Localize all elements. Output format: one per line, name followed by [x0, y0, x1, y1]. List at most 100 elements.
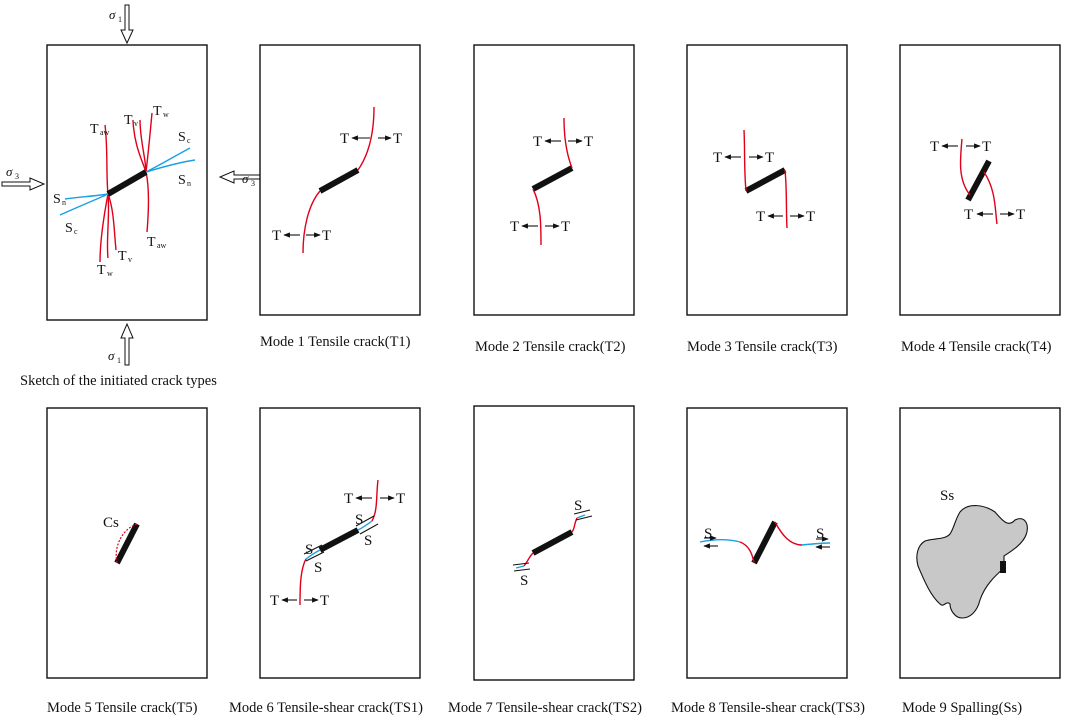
mode-8-shear-left: [699, 539, 741, 543]
crack-sn-left: [64, 193, 109, 200]
sigma3-left-arrow: [1, 177, 46, 191]
sub-sc-right: c: [187, 136, 191, 145]
mode-6-shear-lower: [305, 549, 321, 560]
mode-2-T: T: [561, 219, 570, 235]
sub-sn-left: n: [62, 198, 66, 207]
mode-4-flaw: [965, 159, 992, 202]
mode-3-flaw: [744, 167, 787, 194]
mode-6-T: T: [320, 593, 329, 609]
crack-sc-right: [145, 147, 191, 173]
mode-2-crack-lower: [532, 188, 542, 246]
mode-4-T: T: [1016, 207, 1025, 223]
mode-6-T: T: [270, 593, 279, 609]
sigma1-top-arrow: [120, 4, 134, 45]
sigma1-bottom-label: σ: [108, 348, 115, 363]
mode-2-panel: T T T T Mode 2 Tensile crack(T2): [473, 44, 635, 355]
sketch-crack-labels: T aw T v T w S c S n S n S c T aw T v T …: [53, 104, 191, 278]
sigma1-top-sub: 1: [118, 15, 122, 24]
mode-4-panel: T T T T Mode 4 Tensile crack(T4): [899, 44, 1061, 355]
mode-2-T: T: [533, 134, 542, 150]
sigma3-left-label: σ: [6, 164, 13, 179]
mode-8-crack-left-red: [739, 541, 755, 564]
label-sn-left: S: [53, 192, 61, 207]
label-taw-tl: T: [90, 122, 99, 137]
label-tv-bottom: T: [118, 249, 127, 264]
mode-7-panel: S S Mode 7 Tensile-shear crack(TS2): [448, 405, 642, 716]
mode-3-T: T: [806, 209, 815, 225]
mode-7-shear-lower: [515, 565, 525, 569]
mode-3-T: T: [713, 150, 722, 166]
mode-8-panel: S S Mode 8 Tensile-shear crack(TS3): [671, 407, 865, 716]
mode-5-Cs: Cs: [103, 515, 119, 531]
mode-7-caption: Mode 7 Tensile-shear crack(TS2): [448, 700, 642, 716]
sigma3-right-arrow: [218, 170, 261, 184]
mode-6-T: T: [396, 491, 405, 507]
sub-taw-tl: aw: [100, 128, 110, 137]
mode-3-caption: Mode 3 Tensile crack(T3): [687, 339, 838, 355]
mode-6-T: T: [344, 491, 353, 507]
sub-sc-left: c: [74, 227, 78, 236]
crack-tw-bottom: [99, 193, 109, 263]
mode-5-caption: Mode 5 Tensile crack(T5): [47, 700, 198, 716]
mode-7-S: S: [574, 498, 582, 514]
mode-6-shear-tick: [303, 544, 323, 555]
mode-1-caption: Mode 1 Tensile crack(T1): [260, 334, 411, 350]
crack-tw-top: [145, 112, 153, 173]
label-sn-right: S: [178, 173, 186, 188]
mode-5-panel: Cs Mode 5 Tensile crack(T5): [46, 407, 208, 716]
mode-6-shear-tick: [305, 551, 325, 562]
mode-9-panel: Ss Mode 9 Spalling(Ss): [899, 407, 1061, 716]
mode-8-crack-right-red: [774, 521, 803, 546]
mode-7-flaw: [531, 529, 574, 556]
mode-7-shear-tick: [575, 515, 593, 521]
mode-1-crack-upper: [357, 106, 375, 171]
mode-4-crack-lower: [983, 171, 998, 225]
mode-4-T: T: [964, 207, 973, 223]
mode-9-Ss: Ss: [940, 488, 954, 504]
mode-2-caption: Mode 2 Tensile crack(T2): [475, 339, 626, 355]
mode-9-spall-region: [916, 505, 1028, 619]
mode-8-shear-right: [801, 542, 831, 546]
sigma3-right-label: σ: [242, 171, 249, 186]
mode-6-S: S: [355, 512, 363, 528]
mode-6-flaw: [318, 527, 360, 553]
pre-existing-flaw: [106, 169, 148, 197]
sub-tv-bottom: v: [128, 255, 132, 264]
mode-6-shear-upper: [357, 520, 373, 531]
mode-3-T: T: [765, 150, 774, 166]
mode-1-T: T: [272, 228, 281, 244]
mode-7-shear-tick: [512, 562, 530, 566]
mode-4-caption: Mode 4 Tensile crack(T4): [901, 339, 1052, 355]
label-taw-br: T: [147, 235, 156, 250]
mode-4-T: T: [982, 139, 991, 155]
mode-2-crack-upper: [563, 117, 573, 169]
mode-6-S: S: [305, 542, 313, 558]
crack-sc-left: [59, 193, 109, 216]
mode-8-S: S: [816, 526, 824, 542]
sigma1-bottom-sub: 1: [117, 356, 121, 365]
mode-3-T: T: [756, 209, 765, 225]
label-tv-top: T: [124, 113, 133, 128]
mode-6-crack-lower: [299, 558, 307, 606]
label-tw-bottom: T: [97, 263, 106, 278]
mode-3-crack-lower: [784, 169, 788, 229]
mode-6-S: S: [364, 533, 372, 549]
label-sc-right: S: [178, 130, 186, 145]
mode-3-crack-upper: [743, 129, 747, 192]
mode-8-flaw: [751, 520, 778, 565]
mode-9-caption: Mode 9 Spalling(Ss): [902, 700, 1022, 716]
mode-2-T: T: [584, 134, 593, 150]
mode-9-flaw: [1000, 561, 1006, 573]
mode-6-crack-upper: [371, 479, 379, 522]
sigma3-left-sub: 3: [15, 172, 19, 181]
mode-1-T: T: [322, 228, 331, 244]
mode-8-S: S: [704, 526, 712, 542]
mode-5-flaw: [114, 522, 140, 565]
mode-2-T: T: [510, 219, 519, 235]
mode-4-crack-upper: [959, 138, 971, 196]
mode-7-shear-upper: [576, 514, 586, 519]
label-tw-top: T: [153, 104, 162, 119]
mode-5-crack-arc: [115, 523, 138, 564]
sigma1-top-label: σ: [109, 7, 116, 22]
